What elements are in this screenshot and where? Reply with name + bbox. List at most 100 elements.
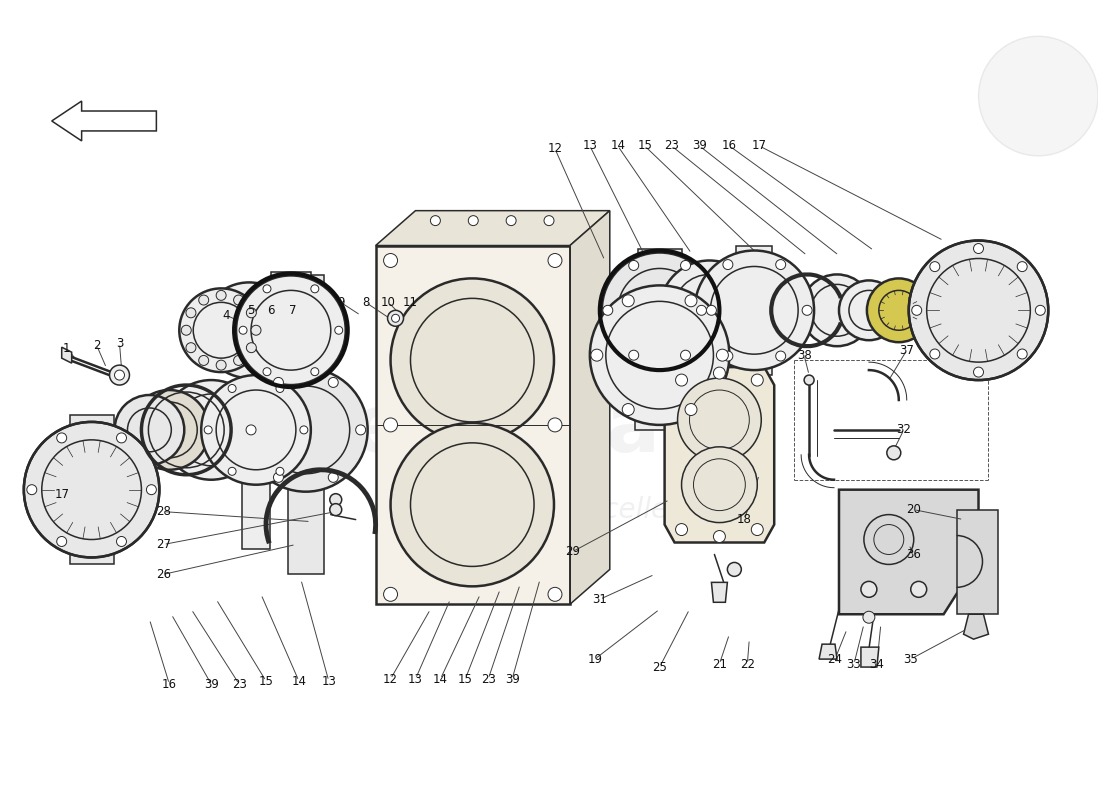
Circle shape (276, 385, 284, 393)
Circle shape (602, 253, 717, 368)
Circle shape (696, 306, 706, 315)
Circle shape (675, 374, 688, 386)
Circle shape (57, 537, 67, 546)
Text: 28: 28 (156, 505, 170, 518)
Circle shape (723, 351, 733, 361)
Text: 19: 19 (587, 653, 603, 666)
Circle shape (390, 423, 554, 586)
Circle shape (751, 523, 763, 535)
Circle shape (274, 472, 284, 482)
Circle shape (201, 282, 297, 378)
Circle shape (114, 395, 185, 465)
Text: 14: 14 (433, 673, 448, 686)
Circle shape (714, 367, 725, 379)
Text: 13: 13 (321, 674, 337, 687)
Text: 24: 24 (827, 653, 843, 666)
Circle shape (387, 310, 404, 326)
Circle shape (334, 326, 343, 334)
Circle shape (469, 216, 478, 226)
Circle shape (839, 281, 899, 340)
Circle shape (629, 261, 639, 270)
Circle shape (678, 378, 761, 462)
Text: 12: 12 (383, 673, 398, 686)
Text: 21: 21 (712, 658, 727, 670)
Polygon shape (52, 101, 156, 141)
Circle shape (694, 250, 814, 370)
Circle shape (751, 374, 763, 386)
Circle shape (911, 582, 926, 598)
Circle shape (179, 288, 263, 372)
Circle shape (623, 295, 635, 306)
Circle shape (236, 275, 345, 385)
Circle shape (979, 36, 1098, 156)
Polygon shape (712, 582, 727, 602)
Text: 20: 20 (906, 503, 921, 516)
Polygon shape (69, 415, 113, 565)
Text: 13: 13 (582, 139, 597, 152)
Text: 34: 34 (869, 658, 884, 670)
Circle shape (246, 308, 256, 318)
Circle shape (544, 216, 554, 226)
Circle shape (861, 582, 877, 598)
Text: 6: 6 (267, 304, 275, 317)
Text: 23: 23 (664, 139, 679, 152)
Text: 11: 11 (403, 296, 418, 309)
Text: 1: 1 (63, 342, 70, 354)
Circle shape (392, 314, 399, 322)
Circle shape (355, 425, 365, 435)
Circle shape (246, 342, 256, 353)
Circle shape (681, 350, 691, 360)
Text: 15: 15 (458, 673, 473, 686)
Circle shape (384, 587, 397, 602)
Circle shape (199, 295, 209, 305)
Text: 26: 26 (156, 568, 170, 581)
Text: 39: 39 (692, 139, 707, 152)
Circle shape (26, 485, 36, 494)
Circle shape (974, 367, 983, 377)
Text: 7: 7 (289, 304, 297, 317)
Text: 15: 15 (637, 139, 652, 152)
Circle shape (629, 350, 639, 360)
Circle shape (909, 241, 1048, 380)
Polygon shape (288, 275, 323, 574)
Polygon shape (638, 249, 682, 372)
Circle shape (384, 254, 397, 267)
Circle shape (685, 403, 697, 415)
Circle shape (330, 494, 342, 506)
Text: 10: 10 (381, 296, 396, 309)
Circle shape (603, 306, 613, 315)
Circle shape (804, 375, 814, 385)
Circle shape (300, 426, 308, 434)
Text: 23: 23 (481, 673, 496, 686)
Circle shape (263, 368, 271, 376)
Polygon shape (736, 246, 772, 375)
Text: 3: 3 (116, 337, 123, 350)
Circle shape (130, 390, 209, 470)
Circle shape (1018, 349, 1027, 359)
Text: 32: 32 (896, 423, 911, 436)
Circle shape (110, 365, 130, 385)
Circle shape (239, 326, 248, 334)
Polygon shape (635, 281, 684, 430)
Circle shape (263, 285, 271, 293)
Circle shape (548, 254, 562, 267)
Circle shape (801, 274, 873, 346)
Text: 33: 33 (847, 658, 861, 670)
Text: 5: 5 (248, 304, 255, 317)
Circle shape (217, 360, 227, 370)
Text: 17: 17 (751, 139, 767, 152)
Text: 23: 23 (232, 678, 246, 690)
Polygon shape (820, 644, 837, 659)
Circle shape (681, 261, 691, 270)
Circle shape (328, 378, 338, 387)
Circle shape (930, 262, 939, 272)
Circle shape (675, 523, 688, 535)
Polygon shape (62, 347, 72, 363)
Circle shape (146, 485, 156, 494)
Circle shape (776, 259, 785, 270)
Circle shape (311, 368, 319, 376)
Text: 8: 8 (362, 296, 370, 309)
Circle shape (274, 378, 284, 387)
Circle shape (660, 261, 759, 360)
Circle shape (228, 385, 236, 393)
